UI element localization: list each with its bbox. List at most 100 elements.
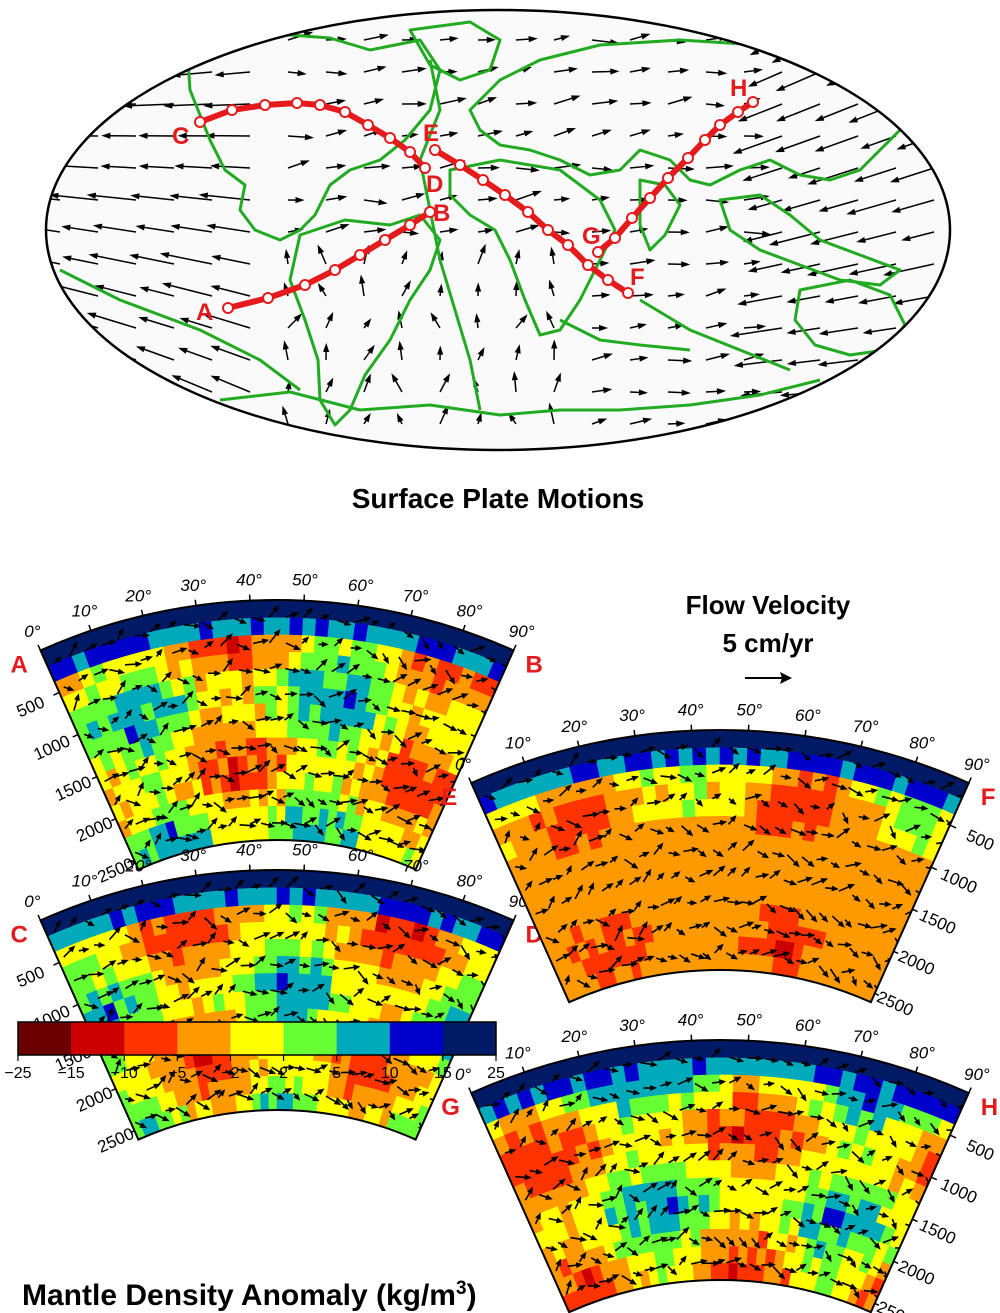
angle-label: 80° [457, 602, 483, 621]
density-cell [232, 703, 246, 723]
flow-arrow [244, 745, 258, 751]
flow-arrow [346, 663, 361, 675]
density-cell [719, 1056, 735, 1075]
angle-label: 30° [180, 846, 206, 865]
flow-arrow [443, 723, 458, 732]
flow-arrow [242, 720, 255, 731]
label-A: A [196, 299, 213, 326]
velocity-arrow [629, 417, 653, 425]
angle-label: 50° [292, 571, 318, 590]
velocity-arrow [477, 196, 498, 203]
flow-arrow [204, 640, 214, 649]
density-cell [731, 1125, 745, 1144]
angle-label: 80° [909, 1043, 935, 1062]
density-cell [287, 972, 300, 991]
flow-arrow [196, 828, 208, 835]
flow-arrow [225, 1069, 236, 1075]
velocity-arrow [437, 283, 444, 297]
depth-label: 1000 [938, 1175, 980, 1208]
density-cell [666, 1195, 680, 1215]
density-cell [685, 850, 699, 869]
flow-arrow [149, 789, 162, 796]
density-cell [223, 991, 237, 1011]
density-cell [213, 636, 229, 656]
velocity-arrow [46, 376, 61, 393]
cross-section-C-D: 0°10°20°30° 40° 50° 60°70°80°90°50010001500… [10, 841, 542, 1157]
angle-tick [521, 1066, 525, 1073]
flow-arrow [154, 832, 162, 845]
velocity-arrow [591, 68, 620, 75]
velocity-arrow [439, 97, 467, 105]
flow-arrow [156, 1074, 167, 1087]
velocity-arrow [775, 135, 821, 153]
colorbar-cell [230, 1022, 285, 1055]
angle-tick [633, 1039, 636, 1047]
velocity-arrow [515, 130, 534, 137]
velocity-arrow [549, 246, 556, 265]
density-cell [740, 884, 753, 903]
density-cell [732, 781, 747, 800]
flow-arrow [396, 1085, 410, 1097]
flow-arrow [407, 732, 423, 740]
colorbar-tick-label: −25 [4, 1065, 31, 1082]
density-cell [719, 1108, 733, 1127]
flow-arrow [372, 703, 381, 712]
density-cell [209, 872, 225, 892]
flow-arrow [317, 1064, 329, 1071]
flow-arrow [87, 698, 102, 706]
velocity-arrow [477, 346, 485, 361]
velocity-arrow [899, 327, 935, 335]
angle-label: 20° [560, 1027, 587, 1046]
angle-tick [462, 894, 466, 901]
velocity-arrow [133, 71, 175, 78]
velocity-arrow [138, 132, 175, 139]
flow-arrow [257, 742, 273, 749]
velocity-arrow [363, 318, 372, 329]
density-cell [255, 719, 267, 738]
flow-arrow [404, 631, 415, 639]
velocity-arrow [513, 280, 520, 297]
angle-label: 10° [505, 733, 531, 752]
density-cell [691, 1245, 703, 1265]
density-cell [257, 771, 269, 790]
velocity-arrow [477, 243, 486, 265]
flow-arrow [102, 695, 118, 702]
flow-arrow [294, 796, 306, 807]
depth-tick [930, 1176, 938, 1181]
depth-label: 500 [14, 962, 48, 991]
map-title: Surface Plate Motions [352, 483, 645, 514]
flow-arrow [381, 784, 391, 792]
profile-labels: A B C D E F G H [172, 75, 747, 326]
flow-arrow [256, 715, 273, 722]
density-cell [298, 703, 311, 722]
flow-arrow [434, 747, 447, 755]
coastlines [59, 20, 907, 427]
velocity-arrow [775, 71, 821, 92]
flow-arrow [107, 747, 125, 754]
velocity-arrow [814, 135, 859, 152]
density-cell [240, 938, 255, 958]
flow-arrow [284, 712, 295, 721]
flow-arrow [153, 701, 169, 711]
angle-tick [915, 756, 919, 763]
velocity-arrow [282, 405, 289, 425]
flow-arrow [154, 1113, 170, 1122]
velocity-arrow [86, 312, 137, 329]
velocity-arrow [743, 36, 764, 43]
velocity-arrow [902, 359, 935, 366]
density-cell [747, 1040, 763, 1059]
flow-arrow [238, 668, 254, 675]
colorbar-cell [283, 1022, 338, 1055]
velocity-arrow [629, 355, 649, 362]
density-cell [744, 1091, 760, 1111]
density-cell [729, 1211, 741, 1230]
flow-arrow [207, 670, 222, 677]
flow-arrow [346, 1099, 353, 1110]
depth-label: 2000 [73, 813, 115, 846]
depth-label: 500 [963, 826, 997, 855]
density-cell [237, 887, 252, 906]
colorbar-tick-label: −10 [111, 1065, 138, 1082]
velocity-arrow [705, 288, 727, 297]
flow-arrow [322, 747, 332, 757]
density-cell [182, 875, 199, 895]
